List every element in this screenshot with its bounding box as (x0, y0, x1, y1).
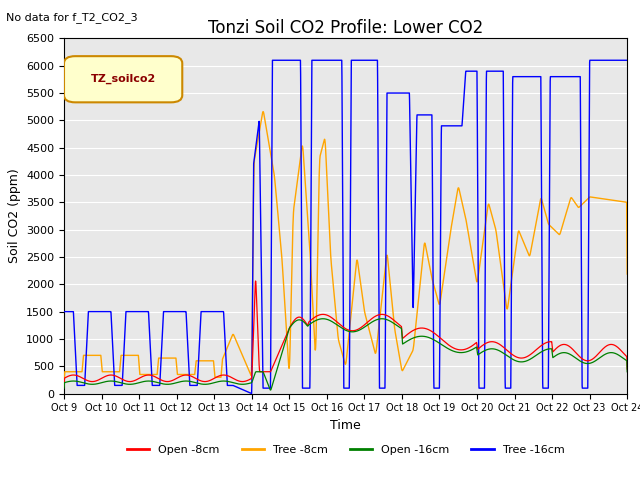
Legend: Open -8cm, Tree -8cm, Open -16cm, Tree -16cm: Open -8cm, Tree -8cm, Open -16cm, Tree -… (122, 440, 569, 459)
Title: Tonzi Soil CO2 Profile: Lower CO2: Tonzi Soil CO2 Profile: Lower CO2 (208, 19, 483, 37)
Text: TZ_soilco2: TZ_soilco2 (90, 74, 156, 84)
X-axis label: Time: Time (330, 419, 361, 432)
Text: No data for f_T2_CO2_3: No data for f_T2_CO2_3 (6, 12, 138, 23)
Y-axis label: Soil CO2 (ppm): Soil CO2 (ppm) (8, 168, 20, 264)
FancyBboxPatch shape (64, 56, 182, 102)
